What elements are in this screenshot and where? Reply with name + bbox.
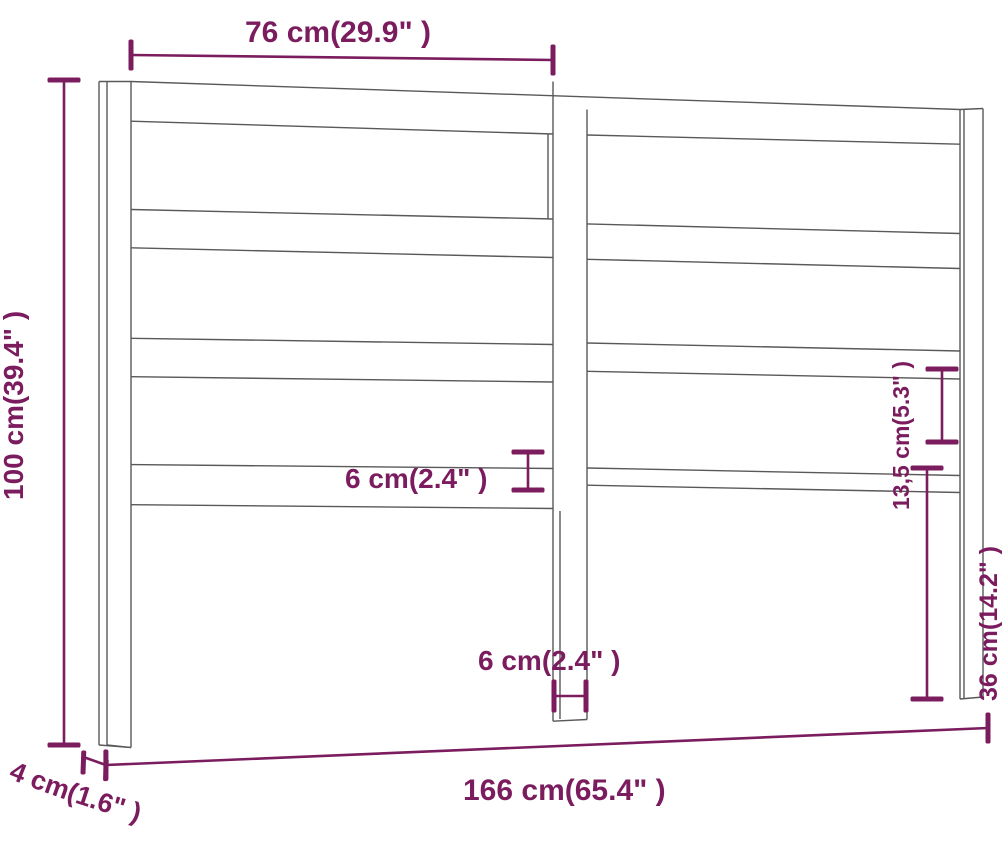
svg-text:4 cm(1.6" ): 4 cm(1.6" ) — [6, 756, 145, 828]
svg-text:6 cm(2.4" ): 6 cm(2.4" ) — [478, 645, 620, 676]
svg-text:13,5 cm(5.3" ): 13,5 cm(5.3" ) — [888, 361, 914, 510]
svg-text:76 cm(29.9" ): 76 cm(29.9" ) — [245, 16, 431, 49]
svg-text:6 cm(2.4" ): 6 cm(2.4" ) — [345, 463, 487, 494]
svg-text:36 cm(14.2" ): 36 cm(14.2" ) — [975, 546, 1003, 701]
svg-text:100 cm(39.4" ): 100 cm(39.4" ) — [0, 311, 29, 500]
svg-text:166 cm(65.4" ): 166 cm(65.4" ) — [463, 774, 666, 807]
